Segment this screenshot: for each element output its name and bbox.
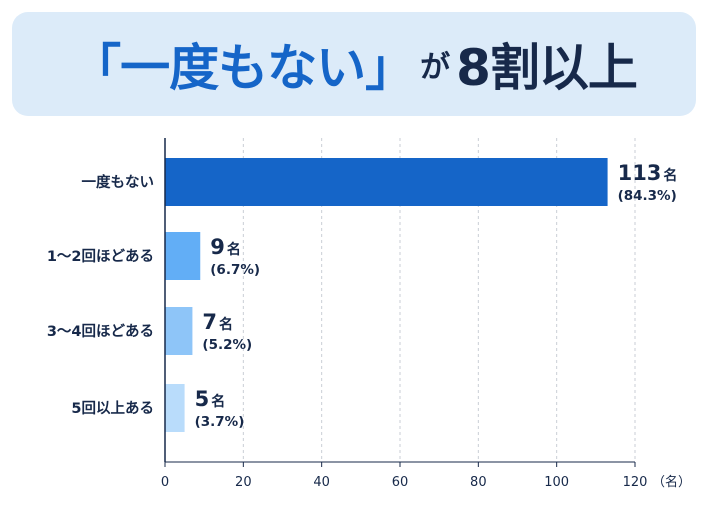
value-labels: 113 名(84.3%)9 名(6.7%)7 名(5.2%)5 名(3.7%) <box>195 161 678 430</box>
value-count: 113 名 <box>618 161 678 185</box>
title-quote: 「一度もない」 <box>71 39 415 97</box>
bar <box>165 384 185 432</box>
x-tick-label: 120 <box>623 475 648 490</box>
x-tick-label: 80 <box>470 475 487 490</box>
value-unit: 名 <box>211 393 225 410</box>
value-percent: (3.7%) <box>195 414 245 430</box>
x-tick-label: 40 <box>313 475 330 490</box>
category-labels: 一度もない 1～2回ほどある 3～4回ほどある 5回以上ある <box>47 173 154 417</box>
value-number: 5 <box>195 387 210 411</box>
chart-title: 「一度もない」 が 8割以上 <box>12 12 696 116</box>
x-tick-label: 0 <box>161 475 169 490</box>
category-label: 5回以上ある <box>71 400 154 417</box>
bar <box>165 158 608 206</box>
x-axis-unit: （名） <box>652 474 691 490</box>
bar <box>165 232 201 280</box>
value-percent: (6.7%) <box>210 262 260 278</box>
value-unit: 名 <box>227 241 241 258</box>
category-label: 一度もない <box>82 173 155 191</box>
value-unit: 名 <box>219 316 233 333</box>
bar <box>165 307 193 355</box>
category-label: 1～2回ほどある <box>47 248 154 265</box>
value-unit: 名 <box>663 167 677 184</box>
value-number: 7 <box>202 310 217 334</box>
value-percent: (84.3%) <box>618 188 677 204</box>
x-tick-label: 60 <box>392 475 409 490</box>
title-rest: 8割以上 <box>456 39 638 97</box>
x-tick-label: 20 <box>235 475 252 490</box>
x-axis-ticks: 0 20 40 60 80 100 120 （名） <box>161 462 691 490</box>
title-particle: が <box>420 50 451 85</box>
value-number: 9 <box>210 235 225 259</box>
value-number: 113 <box>618 161 662 185</box>
x-tick-label: 100 <box>544 475 569 490</box>
bars <box>165 158 608 432</box>
value-percent: (5.2%) <box>202 337 252 353</box>
category-label: 3～4回ほどある <box>47 323 154 340</box>
